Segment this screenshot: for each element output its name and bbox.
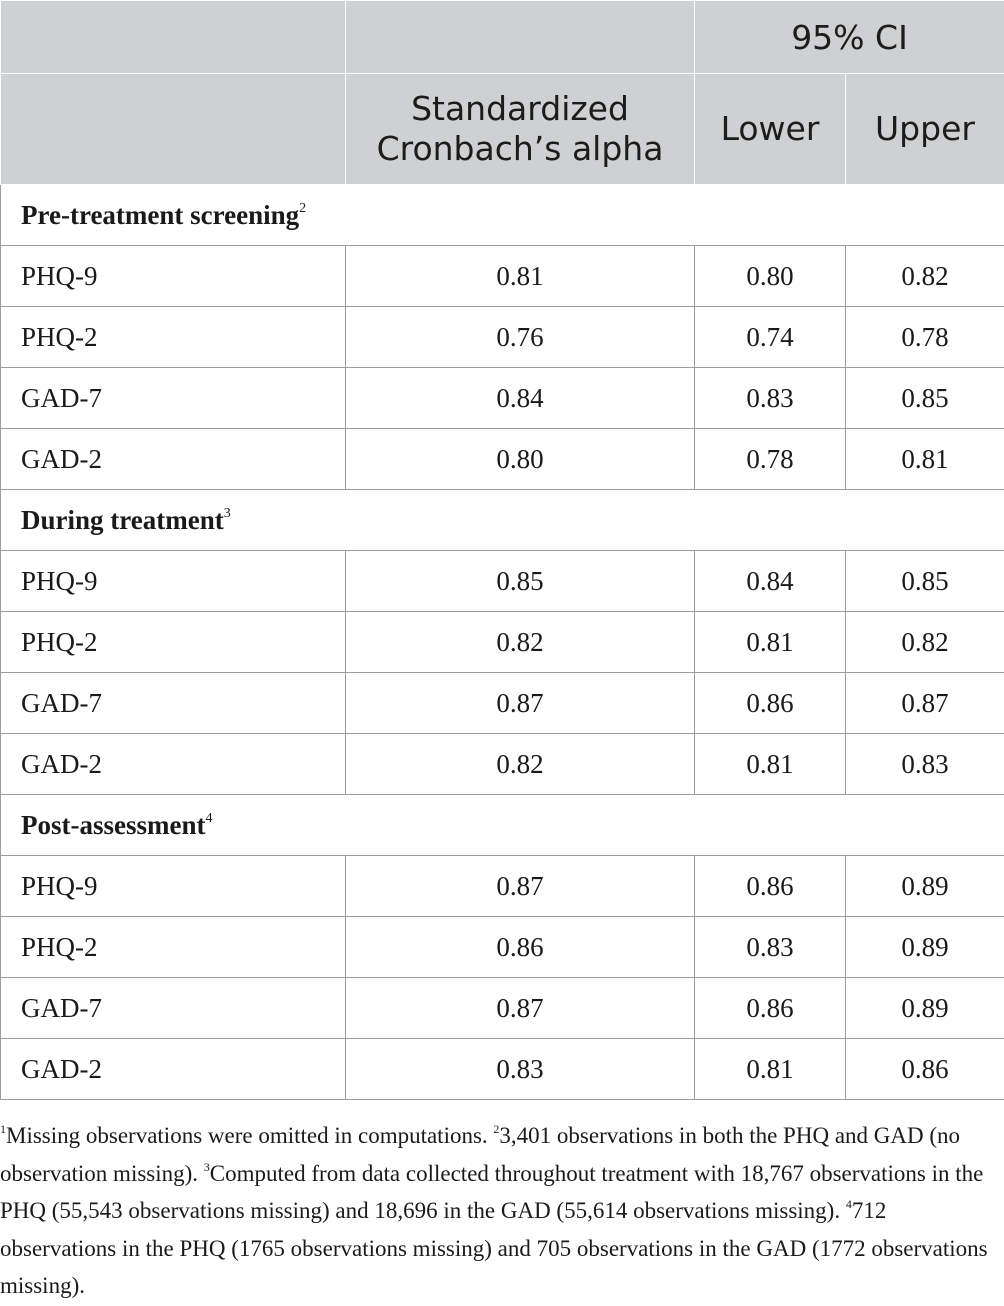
footnote-marker: 3 — [203, 1159, 210, 1174]
header-blank-cell — [0, 73, 346, 185]
ci-upper-value: 0.82 — [845, 245, 1004, 307]
table-row: PHQ-2 0.86 0.83 0.89 — [0, 916, 1004, 978]
table-row: PHQ-2 0.76 0.74 0.78 — [0, 306, 1004, 368]
table-row: PHQ-9 0.85 0.84 0.85 — [0, 550, 1004, 612]
alpha-value: 0.85 — [345, 550, 695, 612]
header-row-1: 95% CI — [0, 0, 1004, 74]
table-row: GAD-7 0.84 0.83 0.85 — [0, 367, 1004, 429]
alpha-header-line1: Standardized — [411, 89, 629, 128]
table-row: GAD-2 0.82 0.81 0.83 — [0, 733, 1004, 795]
section-title: During treatment3 — [0, 489, 1004, 551]
ci-lower-value: 0.81 — [694, 733, 846, 795]
header-row-2: Standardized Cronbach’s alpha Lower Uppe… — [0, 73, 1004, 185]
section-title-text: Pre-treatment screening — [21, 199, 300, 230]
ci-lower-value: 0.78 — [694, 428, 846, 490]
alpha-value: 0.84 — [345, 367, 695, 429]
ci-upper-value: 0.89 — [845, 855, 1004, 917]
ci-lower-value: 0.81 — [694, 611, 846, 673]
header-blank-cell — [0, 0, 346, 74]
section-title: Post-assessment4 — [0, 794, 1004, 856]
ci-upper-value: 0.85 — [845, 367, 1004, 429]
ci-lower-value: 0.83 — [694, 367, 846, 429]
table-row: GAD-7 0.87 0.86 0.89 — [0, 977, 1004, 1039]
table-row: PHQ-9 0.87 0.86 0.89 — [0, 855, 1004, 917]
alpha-value: 0.82 — [345, 733, 695, 795]
ci-lower-value: 0.74 — [694, 306, 846, 368]
table-row: PHQ-2 0.82 0.81 0.82 — [0, 611, 1004, 673]
row-label: PHQ-2 — [0, 916, 346, 978]
table-row: PHQ-9 0.81 0.80 0.82 — [0, 245, 1004, 307]
alpha-value: 0.82 — [345, 611, 695, 673]
alpha-value: 0.87 — [345, 855, 695, 917]
footnote-marker: 2 — [493, 1122, 500, 1136]
ci-lower-value: 0.86 — [694, 977, 846, 1039]
alpha-value: 0.87 — [345, 672, 695, 734]
alpha-value: 0.83 — [345, 1038, 695, 1100]
table-header: 95% CI Standardized Cronbach’s alpha Low… — [0, 0, 1004, 185]
ci-lower-value: 0.86 — [694, 855, 846, 917]
ci-upper-value: 0.89 — [845, 977, 1004, 1039]
footnote-text: 3,401 observations in both the PHQ and G… — [0, 1123, 961, 1186]
ci-lower-value: 0.80 — [694, 245, 846, 307]
alpha-header: Standardized Cronbach’s alpha — [345, 73, 695, 185]
row-label: GAD-7 — [0, 977, 346, 1039]
section-row: During treatment3 — [0, 489, 1004, 551]
ci-upper-value: 0.87 — [845, 672, 1004, 734]
ci-lower-value: 0.83 — [694, 916, 846, 978]
footnote-ref: 2 — [299, 200, 307, 216]
row-label: PHQ-9 — [0, 550, 346, 612]
row-label: PHQ-9 — [0, 855, 346, 917]
ci-upper-value: 0.85 — [845, 550, 1004, 612]
footnote-text: Missing observations were omitted in com… — [6, 1123, 494, 1148]
row-label: GAD-7 — [0, 367, 346, 429]
row-label: PHQ-9 — [0, 245, 346, 307]
table-row: GAD-2 0.83 0.81 0.86 — [0, 1038, 1004, 1100]
alpha-value: 0.81 — [345, 245, 695, 307]
footnote-marker: 4 — [845, 1197, 852, 1211]
ci-upper-value: 0.81 — [845, 428, 1004, 490]
row-label: GAD-7 — [0, 672, 346, 734]
header-blank-cell — [345, 0, 695, 74]
ci-upper-value: 0.78 — [845, 306, 1004, 368]
ci-upper-value: 0.82 — [845, 611, 1004, 673]
alpha-value: 0.76 — [345, 306, 695, 368]
alpha-value: 0.80 — [345, 428, 695, 490]
alpha-header-line2: Cronbach’s alpha — [376, 129, 664, 168]
footnote-ref: 3 — [223, 505, 231, 521]
ci-header: 95% CI — [694, 0, 1004, 74]
ci-lower-value: 0.81 — [694, 1038, 846, 1100]
table-row: GAD-7 0.87 0.86 0.87 — [0, 672, 1004, 734]
row-label: GAD-2 — [0, 733, 346, 795]
section-row: Pre-treatment screening2 — [0, 184, 1004, 246]
row-label: GAD-2 — [0, 428, 346, 490]
footnote-text: Computed from data collected throughout … — [0, 1160, 984, 1224]
row-label: GAD-2 — [0, 1038, 346, 1100]
section-title: Pre-treatment screening2 — [0, 184, 1004, 246]
footnote-marker: 1 — [0, 1122, 6, 1136]
section-row: Post-assessment4 — [0, 794, 1004, 856]
ci-lower-value: 0.84 — [694, 550, 846, 612]
table-row: GAD-2 0.80 0.78 0.81 — [0, 428, 1004, 490]
ci-upper-value: 0.89 — [845, 916, 1004, 978]
ci-lower-value: 0.86 — [694, 672, 846, 734]
table-footnote: 1Missing observations were omitted in co… — [0, 1117, 1000, 1305]
alpha-value: 0.87 — [345, 977, 695, 1039]
section-title-text: Post-assessment — [21, 809, 206, 840]
section-title-text: During treatment — [21, 504, 224, 535]
upper-header: Upper — [845, 73, 1004, 185]
row-label: PHQ-2 — [0, 611, 346, 673]
ci-upper-value: 0.83 — [845, 733, 1004, 795]
table-body: Pre-treatment screening2 PHQ-9 0.81 0.80 0.8… — [0, 184, 1004, 1100]
footnote-ref: 4 — [205, 810, 213, 826]
lower-header: Lower — [694, 73, 846, 185]
reliability-table: 95% CI Standardized Cronbach’s alpha Low… — [0, 0, 1004, 1100]
alpha-value: 0.86 — [345, 916, 695, 978]
ci-upper-value: 0.86 — [845, 1038, 1004, 1100]
footnote-text: 712 observations in the PHQ (1765 observ… — [0, 1198, 988, 1298]
row-label: PHQ-2 — [0, 306, 346, 368]
